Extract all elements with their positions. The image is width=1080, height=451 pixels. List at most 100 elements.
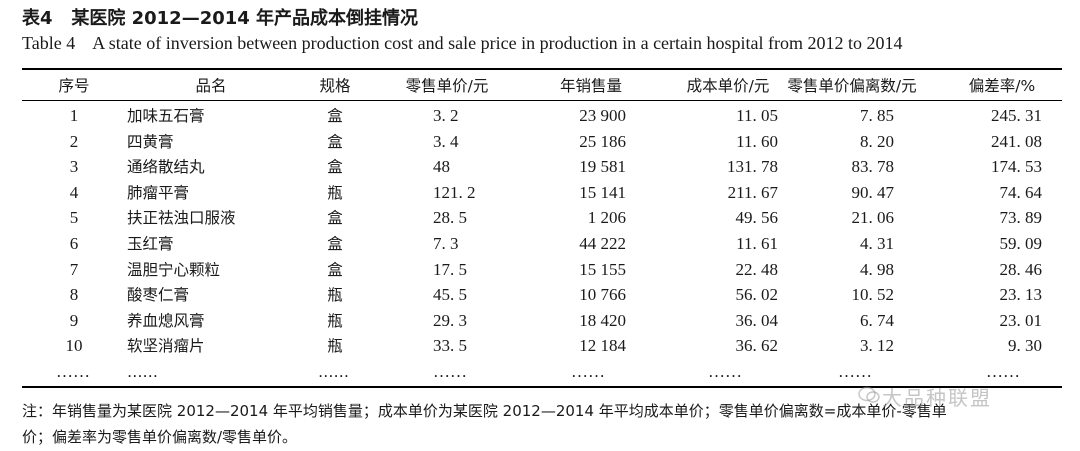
table-cell: 盒: [327, 209, 343, 228]
table-cell: 73. 89: [999, 208, 1043, 228]
table-cell: 盒: [327, 260, 343, 279]
table-cell: 10. 52: [851, 285, 895, 305]
table-cell: 9: [69, 310, 79, 330]
table-cell: 211. 67: [727, 182, 778, 202]
table-cell: 10: [65, 336, 83, 356]
table-cell: 肺瘤平膏: [127, 183, 190, 202]
table-bottom-rule: [22, 386, 1062, 388]
table-cell: 28. 46: [999, 259, 1043, 279]
table-cell: 4. 31: [860, 234, 894, 253]
table-cell: 36. 04: [735, 310, 779, 330]
table-cell: 1: [69, 106, 79, 125]
table-cell: 3. 12: [860, 336, 894, 356]
column-header-7: 零售单价偏离数/元: [787, 77, 917, 95]
table-cell: 23 900: [579, 106, 626, 125]
table-cell: 11. 60: [736, 131, 778, 151]
table-cell: 15 155: [579, 259, 626, 279]
table-cell: 15 141: [579, 182, 626, 202]
table-cell: 瓶: [327, 286, 343, 305]
table-cell: 8: [69, 285, 79, 305]
column-header-5: 年销售量: [559, 77, 623, 95]
table-cell: 33. 5: [433, 336, 467, 356]
table-cell: 241. 08: [991, 131, 1042, 151]
table-cell: 扶正祛浊口服液: [127, 209, 236, 228]
table-cell: 22. 48: [735, 259, 779, 279]
table-cell: 83. 78: [851, 157, 895, 177]
table-cell: 17. 5: [433, 259, 467, 279]
table-cell: 盒: [327, 132, 343, 151]
table-cell: ……: [56, 362, 90, 381]
table-cell: ……: [986, 362, 1020, 381]
table-cell: 盒: [327, 107, 343, 125]
table-cell: 56. 02: [735, 285, 779, 305]
table-cell: ……: [433, 362, 467, 381]
table-cell: 2: [69, 131, 79, 151]
table-cell: 6: [69, 234, 79, 253]
table-cell: 7: [69, 259, 79, 279]
table-cell: 90. 47: [851, 182, 895, 202]
table-cell: 21. 06: [851, 208, 895, 228]
table-cell: 瓶: [327, 311, 343, 330]
table-caption-cn: 表4 某医院 2012—2014 年产品成本倒挂情况: [22, 8, 419, 29]
table-cell: 5: [69, 208, 79, 228]
table-cell: 18 420: [579, 310, 626, 330]
column-header-1: 序号: [58, 77, 90, 95]
table-cell: 245. 31: [991, 106, 1042, 125]
table-cell: 玉红膏: [127, 235, 174, 253]
table-note-line-1: 注：年销售量为某医院 2012—2014 年平均销售量；成本单价为某医院 201…: [22, 402, 947, 420]
table-cell: 6. 74: [860, 310, 894, 330]
table-cell: 25 186: [579, 131, 626, 151]
table-cell: 48: [433, 157, 450, 177]
table-cell: 121. 2: [433, 182, 476, 202]
table-cell: 44 222: [579, 234, 626, 253]
table-cell: 8. 20: [860, 131, 894, 151]
table-cell: 19 581: [579, 157, 626, 177]
table-cell: 3. 4: [433, 131, 459, 151]
table-note-line-2: 价；偏差率为零售单价偏离数/零售单价。: [22, 428, 298, 446]
wechat-icon: [858, 386, 880, 403]
table-cell: 11. 61: [736, 234, 778, 253]
table-caption-en: Table 4 A state of inversion between pro…: [22, 33, 903, 53]
watermark-text: 大品种联盟: [882, 386, 992, 410]
column-header-4: 零售单价/元: [405, 77, 489, 95]
table-cell: 36. 62: [735, 336, 779, 356]
table-cell: 盒: [327, 158, 343, 177]
table-cell: 通络散结丸: [127, 158, 205, 177]
table-cell: 59. 09: [999, 234, 1043, 253]
table-cell: 酸枣仁膏: [127, 286, 190, 305]
table-cell: 加味五石膏: [127, 107, 205, 125]
table-cell: 49. 56: [735, 208, 779, 228]
table-cell: 四黄膏: [127, 132, 174, 151]
table-cell: 养血熄风膏: [127, 311, 205, 330]
column-header-8: 偏差率/%: [968, 77, 1036, 95]
table-cell: 温胆宁心颗粒: [127, 260, 221, 279]
table-top-rule: [22, 68, 1062, 70]
table-cell: ……: [127, 363, 158, 381]
table-cell: 12 184: [579, 336, 626, 356]
table-cell: 3: [69, 157, 79, 177]
table-cell: ……: [318, 363, 349, 381]
table-cell: 23. 13: [999, 285, 1043, 305]
table-cell: ……: [838, 362, 872, 381]
table-cell: 28. 5: [433, 208, 467, 228]
table-cell: ……: [571, 362, 605, 381]
table-cell: 瓶: [327, 183, 343, 202]
table-cell: 7. 85: [860, 106, 894, 125]
table-cell: 131. 78: [727, 157, 778, 177]
column-header-2: 品名: [195, 77, 227, 95]
table-cell: 29. 3: [433, 310, 467, 330]
table-cell: 45. 5: [433, 285, 467, 305]
table-cell: 1 206: [587, 208, 626, 228]
table-cell: 瓶: [327, 337, 343, 356]
table-header-rule: [22, 100, 1062, 101]
table-cell: 74. 64: [999, 182, 1043, 202]
column-header-3: 规格: [319, 77, 351, 95]
table-cell: ……: [708, 362, 742, 381]
table-cell: 9. 30: [1008, 336, 1042, 356]
table-cell: 盒: [327, 235, 343, 253]
table-cell: 4. 98: [860, 259, 894, 279]
table-cell: 174. 53: [991, 157, 1042, 177]
table-cell: 软坚消瘤片: [127, 337, 205, 356]
table-cell: 11. 05: [736, 106, 778, 125]
table-cell: 23. 01: [999, 310, 1043, 330]
